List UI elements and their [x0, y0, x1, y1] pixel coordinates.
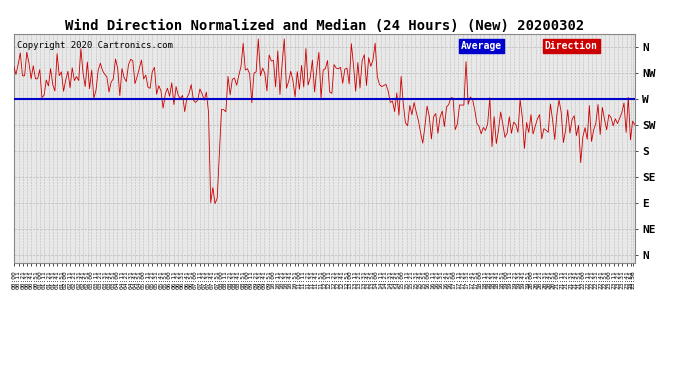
Title: Wind Direction Normalized and Median (24 Hours) (New) 20200302: Wind Direction Normalized and Median (24… — [65, 19, 584, 33]
Text: Copyright 2020 Cartronics.com: Copyright 2020 Cartronics.com — [17, 40, 172, 50]
Text: Average: Average — [461, 40, 502, 51]
Text: Direction: Direction — [545, 40, 598, 51]
